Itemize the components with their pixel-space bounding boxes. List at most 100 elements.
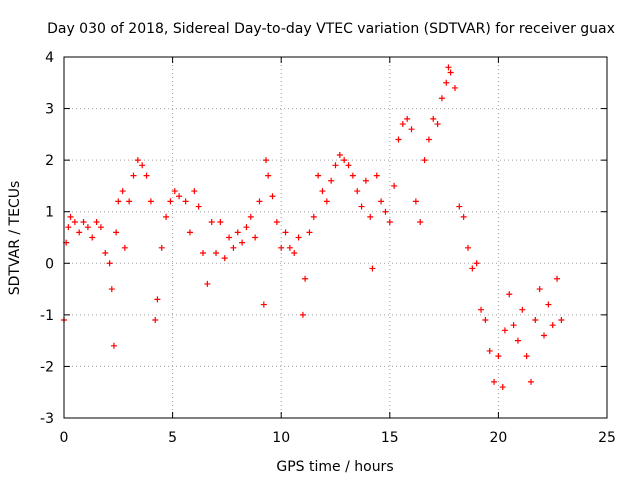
y-tick-label: 2 xyxy=(45,153,54,169)
x-tick-label: 5 xyxy=(168,430,177,446)
data-point xyxy=(514,337,521,344)
data-point xyxy=(434,121,441,128)
data-points xyxy=(61,64,565,391)
data-point xyxy=(386,219,393,226)
data-point xyxy=(121,244,128,251)
data-point xyxy=(510,322,517,329)
data-point xyxy=(408,126,415,133)
y-tick-label: 4 xyxy=(45,50,54,66)
data-point xyxy=(252,234,259,241)
data-point xyxy=(319,188,326,195)
data-point xyxy=(445,64,452,71)
data-point xyxy=(554,275,561,282)
data-point xyxy=(499,384,506,391)
data-point xyxy=(71,219,78,226)
data-point xyxy=(336,151,343,158)
data-point xyxy=(425,136,432,143)
data-point xyxy=(295,234,302,241)
data-point xyxy=(67,213,74,220)
data-point xyxy=(269,193,276,200)
data-point xyxy=(527,378,534,385)
data-point xyxy=(373,172,380,179)
data-point xyxy=(491,378,498,385)
x-tick-label: 25 xyxy=(598,430,616,446)
data-point xyxy=(532,317,539,324)
data-point xyxy=(341,157,348,164)
data-point xyxy=(354,188,361,195)
data-point xyxy=(482,317,489,324)
data-point xyxy=(286,244,293,251)
data-point xyxy=(97,224,104,231)
data-point xyxy=(378,198,385,205)
data-point xyxy=(545,301,552,308)
data-point xyxy=(328,177,335,184)
data-point xyxy=(310,213,317,220)
y-tick-label: -3 xyxy=(40,411,54,427)
data-point xyxy=(367,213,374,220)
data-point xyxy=(464,244,471,251)
data-point xyxy=(265,172,272,179)
data-point xyxy=(256,198,263,205)
data-point xyxy=(549,322,556,329)
y-tick-label: -1 xyxy=(40,308,54,324)
data-point xyxy=(391,182,398,189)
data-point xyxy=(451,84,458,91)
data-point xyxy=(332,162,339,169)
y-tick-label: 0 xyxy=(45,256,54,272)
data-point xyxy=(443,79,450,86)
y-tick-label: -2 xyxy=(40,359,54,375)
x-tick-label: 15 xyxy=(381,430,399,446)
data-point xyxy=(506,291,513,298)
data-point xyxy=(89,234,96,241)
data-point xyxy=(239,239,246,246)
x-tick-label: 0 xyxy=(60,430,69,446)
data-point xyxy=(456,203,463,210)
data-point xyxy=(234,229,241,236)
data-point xyxy=(315,172,322,179)
data-point xyxy=(171,188,178,195)
data-point xyxy=(262,157,269,164)
data-point xyxy=(226,234,233,241)
data-point xyxy=(291,249,298,256)
data-point xyxy=(84,224,91,231)
data-point xyxy=(213,249,220,256)
data-point xyxy=(278,244,285,251)
data-point xyxy=(182,198,189,205)
x-tick-label: 10 xyxy=(272,430,290,446)
data-point xyxy=(143,172,150,179)
data-point xyxy=(80,219,87,226)
data-point xyxy=(208,219,215,226)
data-point xyxy=(217,219,224,226)
y-tick-label: 1 xyxy=(45,205,54,221)
data-point xyxy=(115,198,122,205)
data-point xyxy=(139,162,146,169)
data-point xyxy=(176,193,183,200)
data-point xyxy=(323,198,330,205)
data-point xyxy=(221,255,228,262)
data-point xyxy=(110,342,117,349)
data-point xyxy=(519,306,526,313)
y-axis-label: SDTVAR / TECUs xyxy=(7,181,23,296)
data-point xyxy=(191,188,198,195)
data-point xyxy=(495,353,502,360)
data-point xyxy=(126,198,133,205)
data-point xyxy=(523,353,530,360)
data-point xyxy=(438,95,445,102)
data-point xyxy=(302,275,309,282)
data-point xyxy=(486,347,493,354)
data-point xyxy=(243,224,250,231)
data-point xyxy=(186,229,193,236)
data-point xyxy=(108,286,115,293)
plot-frame xyxy=(63,56,608,419)
data-point xyxy=(558,317,565,324)
data-point xyxy=(345,162,352,169)
data-point xyxy=(273,219,280,226)
data-point xyxy=(65,224,72,231)
data-point xyxy=(163,213,170,220)
data-point xyxy=(412,198,419,205)
data-point xyxy=(358,203,365,210)
data-point xyxy=(113,229,120,236)
data-point xyxy=(200,249,207,256)
data-point xyxy=(282,229,289,236)
data-point xyxy=(134,157,141,164)
